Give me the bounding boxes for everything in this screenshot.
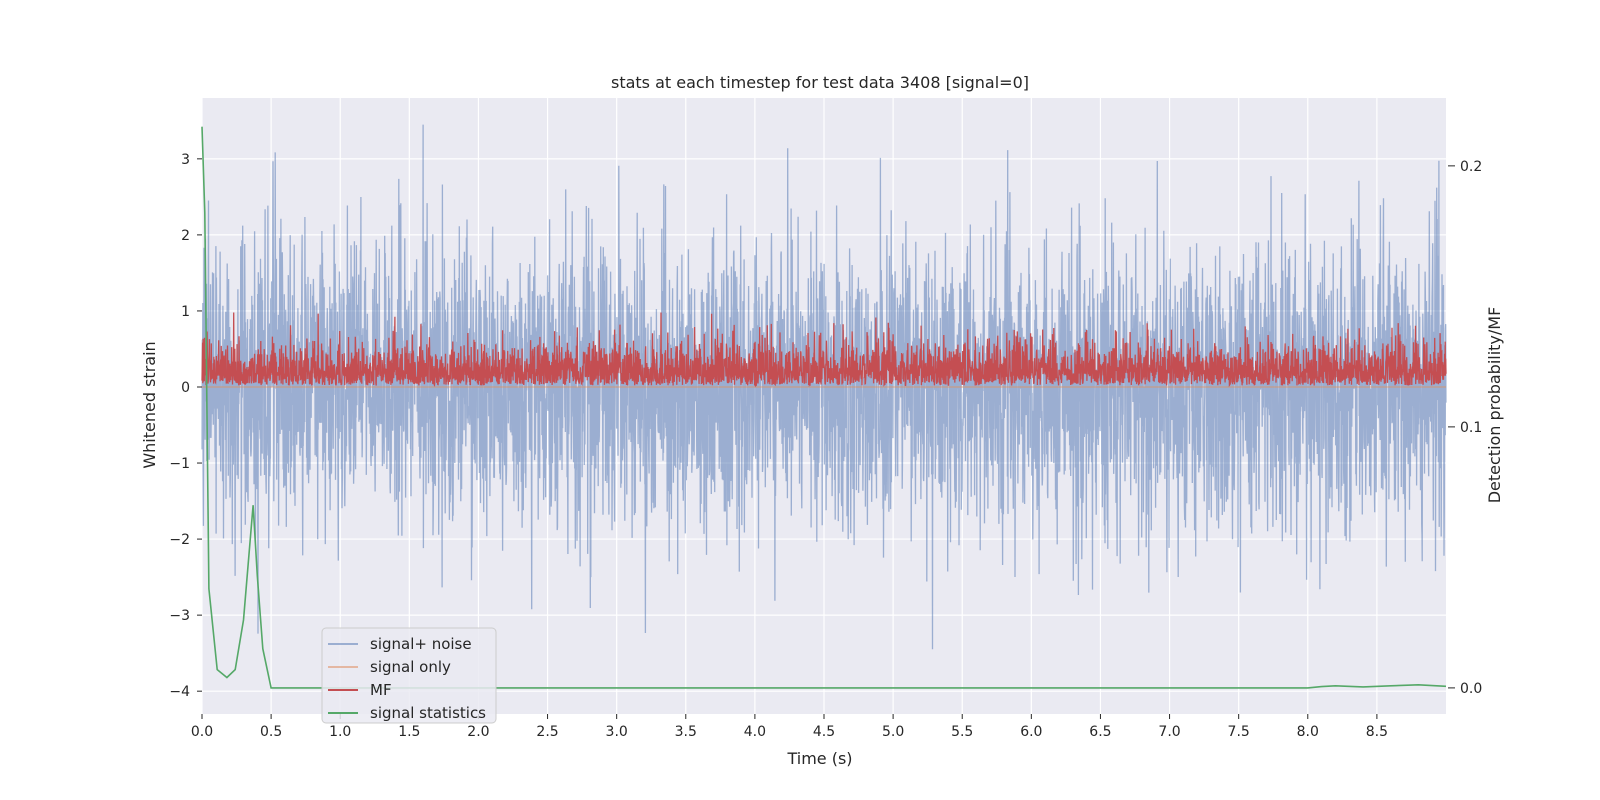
series-line-mf xyxy=(201,312,1447,388)
x-tick-label: 3.5 xyxy=(675,724,697,740)
x-tick-label: 8.0 xyxy=(1297,724,1319,740)
y-left-tick-label: 1 xyxy=(181,304,190,320)
y-axis-right: 0.2 0.1 0.0 xyxy=(1448,159,1482,697)
x-axis: 0.0 0.5 1.0 1.5 2.0 2.5 3.0 3.5 4.0 4.5 5.0 5.5 6.0 6… xyxy=(191,714,1388,740)
x-tick-label: 7.5 xyxy=(1228,724,1250,740)
y-left-tick-label: −3 xyxy=(169,608,190,624)
x-tick-label: 6.5 xyxy=(1089,724,1111,740)
y-axis-label-right: Detection probability/MF xyxy=(1485,307,1504,504)
y-axis-label-left: Whitened strain xyxy=(140,341,159,468)
x-axis-label: Time (s) xyxy=(786,749,852,768)
x-tick-label: 4.5 xyxy=(813,724,835,740)
x-tick-label: 7.0 xyxy=(1158,724,1180,740)
legend: signal+ noise signal only MF signal statist… xyxy=(321,627,497,724)
y-right-tick-label: 0.0 xyxy=(1460,681,1482,697)
series-layer xyxy=(201,124,1447,689)
legend-label: signal statistics xyxy=(370,704,486,722)
x-tick-label: 1.0 xyxy=(329,724,351,740)
legend-label: MF xyxy=(370,681,392,699)
y-axis-left: 3 2 1 0 −1 −2 −3 −4 xyxy=(169,152,202,700)
y-right-tick-label: 0.2 xyxy=(1460,159,1482,175)
x-tick-label: 8.5 xyxy=(1366,724,1388,740)
x-tick-label: 0.0 xyxy=(191,724,213,740)
y-left-tick-label: −4 xyxy=(169,684,190,700)
x-tick-label: 4.0 xyxy=(744,724,766,740)
x-tick-label: 3.0 xyxy=(606,724,628,740)
x-tick-label: 5.5 xyxy=(951,724,973,740)
y-left-tick-label: 2 xyxy=(181,228,190,244)
y-left-tick-label: 0 xyxy=(181,380,190,396)
x-tick-label: 2.0 xyxy=(467,724,489,740)
x-tick-label: 5.0 xyxy=(882,724,904,740)
y-left-tick-label: −2 xyxy=(169,532,190,548)
legend-label: signal+ noise xyxy=(370,635,472,653)
series-line-signal-noise xyxy=(201,124,1447,650)
series-line-signal-statistics xyxy=(201,126,1447,689)
y-right-tick-label: 0.1 xyxy=(1460,420,1482,436)
x-tick-label: 1.5 xyxy=(398,724,420,740)
x-tick-label: 0.5 xyxy=(260,724,282,740)
legend-label: signal only xyxy=(370,658,451,676)
legend-box xyxy=(321,627,497,724)
chart-title: stats at each timestep for test data 340… xyxy=(611,73,1029,92)
y-left-tick-label: 3 xyxy=(181,152,190,168)
x-tick-label: 6.0 xyxy=(1020,724,1042,740)
x-tick-label: 2.5 xyxy=(536,724,558,740)
y-left-tick-label: −1 xyxy=(169,456,190,472)
